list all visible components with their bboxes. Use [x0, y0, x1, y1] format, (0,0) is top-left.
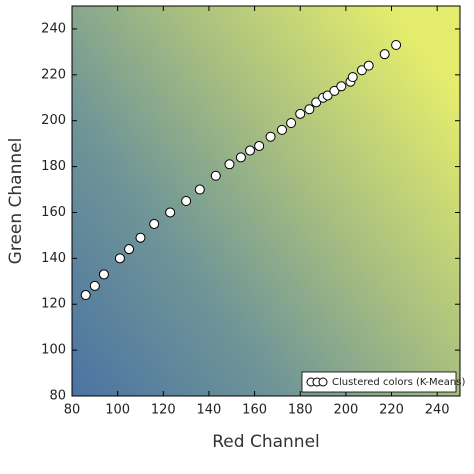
y-tick-label: 120: [41, 297, 66, 312]
point: [98, 269, 109, 280]
y-tick-label: 140: [41, 251, 66, 266]
y-tick-label: 80: [49, 389, 66, 404]
point: [181, 196, 192, 206]
x-axis-label: Red Channel: [212, 432, 320, 452]
point: [149, 218, 160, 229]
legend-label: Clustered colors (K-Means): [332, 377, 465, 388]
point: [391, 40, 402, 50]
point: [311, 97, 322, 108]
point: [254, 140, 265, 151]
point: [322, 90, 333, 101]
point: [336, 81, 347, 92]
y-tick-label: 100: [41, 343, 66, 358]
point: [356, 65, 367, 76]
y-tick-label: 220: [41, 67, 66, 82]
point: [114, 253, 125, 264]
point: [347, 72, 358, 83]
x-tick-label: 160: [242, 403, 267, 418]
point: [295, 108, 306, 119]
point: [379, 49, 390, 60]
plot-background: [72, 6, 460, 396]
y-tick-label: 200: [41, 113, 66, 128]
x-tick-label: 220: [379, 403, 404, 418]
legend-box: [301, 371, 457, 393]
y-tick-label: 240: [41, 21, 66, 36]
point: [80, 290, 91, 301]
x-tick-label: 240: [425, 403, 450, 418]
x-tick-label: 80: [64, 403, 81, 418]
point: [165, 207, 176, 218]
point: [210, 170, 221, 181]
point: [363, 60, 374, 71]
x-tick-label: 120: [151, 403, 176, 418]
legend: Clustered colors (K-Means): [301, 371, 465, 393]
y-axis-label: Green Channel: [6, 138, 26, 265]
point: [194, 184, 205, 195]
legend-marker: [318, 377, 328, 387]
point: [235, 152, 246, 163]
point: [89, 280, 100, 291]
point: [304, 104, 315, 115]
point: [245, 145, 256, 156]
x-tick-label: 140: [197, 403, 222, 418]
plot-frame: [71, 5, 461, 397]
x-tick-label: 180: [288, 403, 313, 418]
point: [135, 232, 146, 243]
point: [329, 85, 340, 96]
point: [265, 131, 276, 142]
point: [276, 124, 287, 135]
point: [286, 118, 297, 128]
point: [224, 159, 235, 170]
point: [124, 244, 135, 255]
y-tick-label: 160: [41, 205, 66, 220]
y-tick-label: 180: [41, 159, 66, 174]
x-tick-label: 100: [105, 403, 130, 418]
x-tick-label: 200: [333, 403, 358, 418]
